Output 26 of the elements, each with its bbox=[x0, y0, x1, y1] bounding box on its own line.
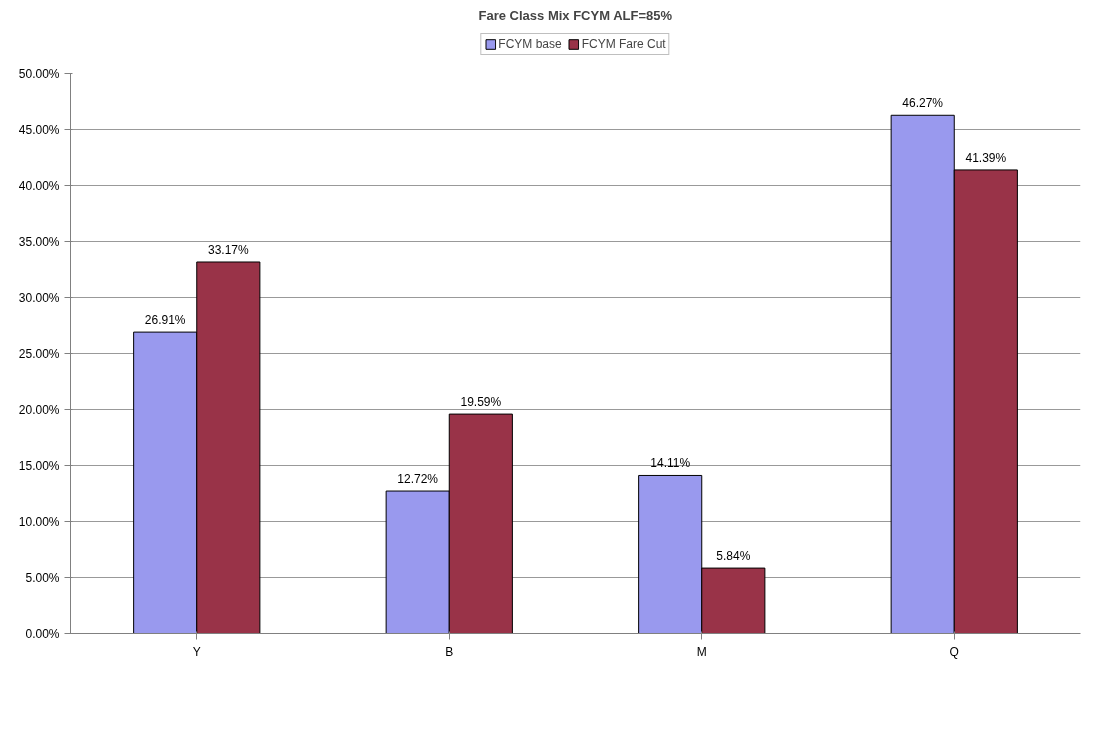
data-label: 33.17% bbox=[207, 243, 249, 257]
x-tick-label: B bbox=[445, 644, 454, 659]
y-tick-label: 40.00% bbox=[18, 178, 60, 193]
data-label: 12.72% bbox=[397, 472, 439, 487]
legend-label: FCYM Fare Cut bbox=[581, 37, 666, 51]
y-tick-label: 0.00% bbox=[25, 626, 60, 641]
y-tick-label: 10.00% bbox=[18, 514, 60, 529]
data-label: 41.39% bbox=[965, 150, 1007, 165]
y-tick-label: 25.00% bbox=[18, 346, 60, 361]
y-tick-label: 35.00% bbox=[18, 234, 60, 249]
legend-label: FCYM base bbox=[498, 37, 562, 51]
chart-title: Fare Class Mix FCYM ALF=85% bbox=[478, 7, 673, 23]
y-tick-label: 50.00% bbox=[18, 66, 60, 81]
y-tick-label: 30.00% bbox=[18, 290, 60, 305]
data-label: 26.91% bbox=[144, 313, 186, 328]
y-tick-label: 20.00% bbox=[18, 402, 60, 417]
x-tick-label: Q bbox=[949, 644, 959, 659]
y-tick-label: 5.00% bbox=[25, 570, 60, 585]
x-tick-label: M bbox=[696, 644, 707, 659]
x-tick-label: Y bbox=[192, 644, 201, 659]
data-label: 5.84% bbox=[716, 549, 751, 564]
data-label: 19.59% bbox=[460, 395, 502, 410]
y-tick-label: 15.00% bbox=[18, 458, 60, 473]
data-label: 14.11% bbox=[650, 456, 691, 471]
data-label: 46.27% bbox=[902, 96, 944, 111]
y-tick-label: 45.00% bbox=[18, 122, 60, 137]
